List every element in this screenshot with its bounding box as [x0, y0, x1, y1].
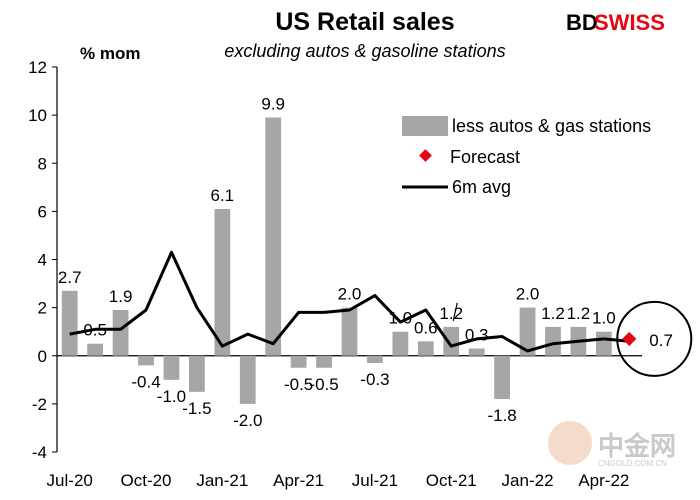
- data-label: 2.0: [516, 285, 540, 304]
- bar: [392, 331, 409, 356]
- y-tick-label: 10: [28, 106, 47, 125]
- data-label: 0.6: [414, 318, 438, 337]
- y-axis-unit-label: % mom: [80, 44, 140, 63]
- x-tick-label: Apr-22: [578, 471, 629, 490]
- bar: [265, 117, 282, 356]
- chart-subtitle: excluding autos & gasoline stations: [224, 41, 505, 61]
- bar: [290, 355, 307, 368]
- data-label: -1.8: [487, 406, 516, 425]
- data-label: 1.0: [592, 309, 616, 328]
- data-label: -0.4: [131, 372, 160, 391]
- legend: less autos & gas stations Forecast 6m av…: [402, 116, 651, 197]
- data-label: 0.5: [83, 321, 107, 340]
- x-tick-label: Jul-20: [47, 471, 93, 490]
- forecast-series: [616, 300, 693, 377]
- legend-swatch-forecast-icon: [419, 149, 432, 162]
- data-label: 0.7: [649, 331, 673, 350]
- bar: [189, 355, 205, 392]
- data-label: -2.0: [233, 411, 262, 430]
- watermark-subtext: CNGOLD.COM.CN: [598, 459, 667, 468]
- bar: [138, 355, 154, 366]
- y-tick-label: -4: [32, 443, 47, 462]
- brand-logo-left: BD: [566, 10, 598, 35]
- x-tick-label: Oct-21: [426, 471, 477, 490]
- data-label-leader: [452, 302, 458, 322]
- data-labels: 2.7 0.51.9 -0.4-1.0-1.5 6.1 -2.0 9.9 -0.5-0.5 2…: [58, 95, 673, 430]
- bar: [61, 290, 78, 356]
- x-tick-label: Jan-21: [196, 471, 248, 490]
- data-label: -0.5: [309, 375, 338, 394]
- y-tick-label: 8: [38, 154, 47, 173]
- chart-title: US Retail sales: [275, 8, 454, 36]
- y-tick-label: -2: [32, 395, 47, 414]
- data-label: 1.2: [541, 304, 565, 323]
- legend-label-forecast: Forecast: [450, 147, 520, 167]
- data-label: -1.0: [157, 387, 186, 406]
- legend-label-bar: less autos & gas stations: [452, 116, 651, 136]
- data-label: 1.0: [389, 309, 413, 328]
- bar: [341, 307, 358, 356]
- bar: [367, 355, 383, 363]
- data-label: 2.0: [338, 285, 362, 304]
- bar: [87, 343, 104, 356]
- avg-line: [69, 250, 630, 353]
- watermark: 中金网 CNGOLD.COM.CN: [548, 421, 676, 468]
- forecast-marker: [622, 331, 637, 346]
- data-label: 9.9: [261, 95, 285, 114]
- bar: [417, 341, 434, 356]
- x-tick-label: Jul-21: [352, 471, 398, 490]
- x-tick-label: Apr-21: [273, 471, 324, 490]
- bar: [545, 326, 561, 356]
- forecast-highlight-circle: [616, 300, 693, 377]
- data-label: 6.1: [211, 186, 235, 205]
- bar: [494, 355, 510, 400]
- avg-line-series: [69, 250, 630, 353]
- bar: [595, 331, 612, 356]
- data-label: 1.9: [109, 287, 133, 306]
- y-tick-label: 6: [38, 202, 47, 221]
- bar: [519, 307, 536, 356]
- bar: [443, 326, 460, 356]
- bar-series: [61, 117, 612, 404]
- brand-logo-right: SWISS: [594, 10, 665, 35]
- x-tick-label: Oct-20: [121, 471, 172, 490]
- y-tick-label: 0: [38, 347, 47, 366]
- bar: [214, 208, 231, 356]
- x-tick-label: Jan-22: [502, 471, 554, 490]
- watermark-logo-icon: [548, 421, 592, 465]
- y-tick-label: 4: [38, 251, 47, 270]
- bar: [163, 355, 180, 380]
- y-tick-label: 12: [28, 58, 47, 77]
- data-label: -0.5: [284, 375, 313, 394]
- bdswiss-logo: BD SWISS: [566, 10, 665, 35]
- data-label: 2.7: [58, 268, 82, 287]
- y-tick-label: 2: [38, 299, 47, 318]
- bar: [468, 348, 485, 356]
- data-label: 0.3: [465, 326, 489, 345]
- data-label: -1.5: [182, 399, 211, 418]
- data-label: 1.2: [567, 304, 591, 323]
- legend-label-line: 6m avg: [452, 177, 511, 197]
- data-label: 1.2: [439, 304, 463, 323]
- watermark-text: 中金网: [598, 431, 676, 461]
- x-axis: Jul-20 Oct-20 Jan-21 Apr-21 Jul-21 Oct-21 Jan-…: [47, 355, 642, 490]
- bar: [239, 355, 256, 404]
- legend-swatch-bar: [402, 116, 448, 136]
- bar: [112, 310, 129, 356]
- data-label: -0.3: [360, 370, 389, 389]
- bar: [316, 355, 332, 368]
- y-axis: -4 -2 0 2 4 6 8 10 12: [28, 58, 58, 462]
